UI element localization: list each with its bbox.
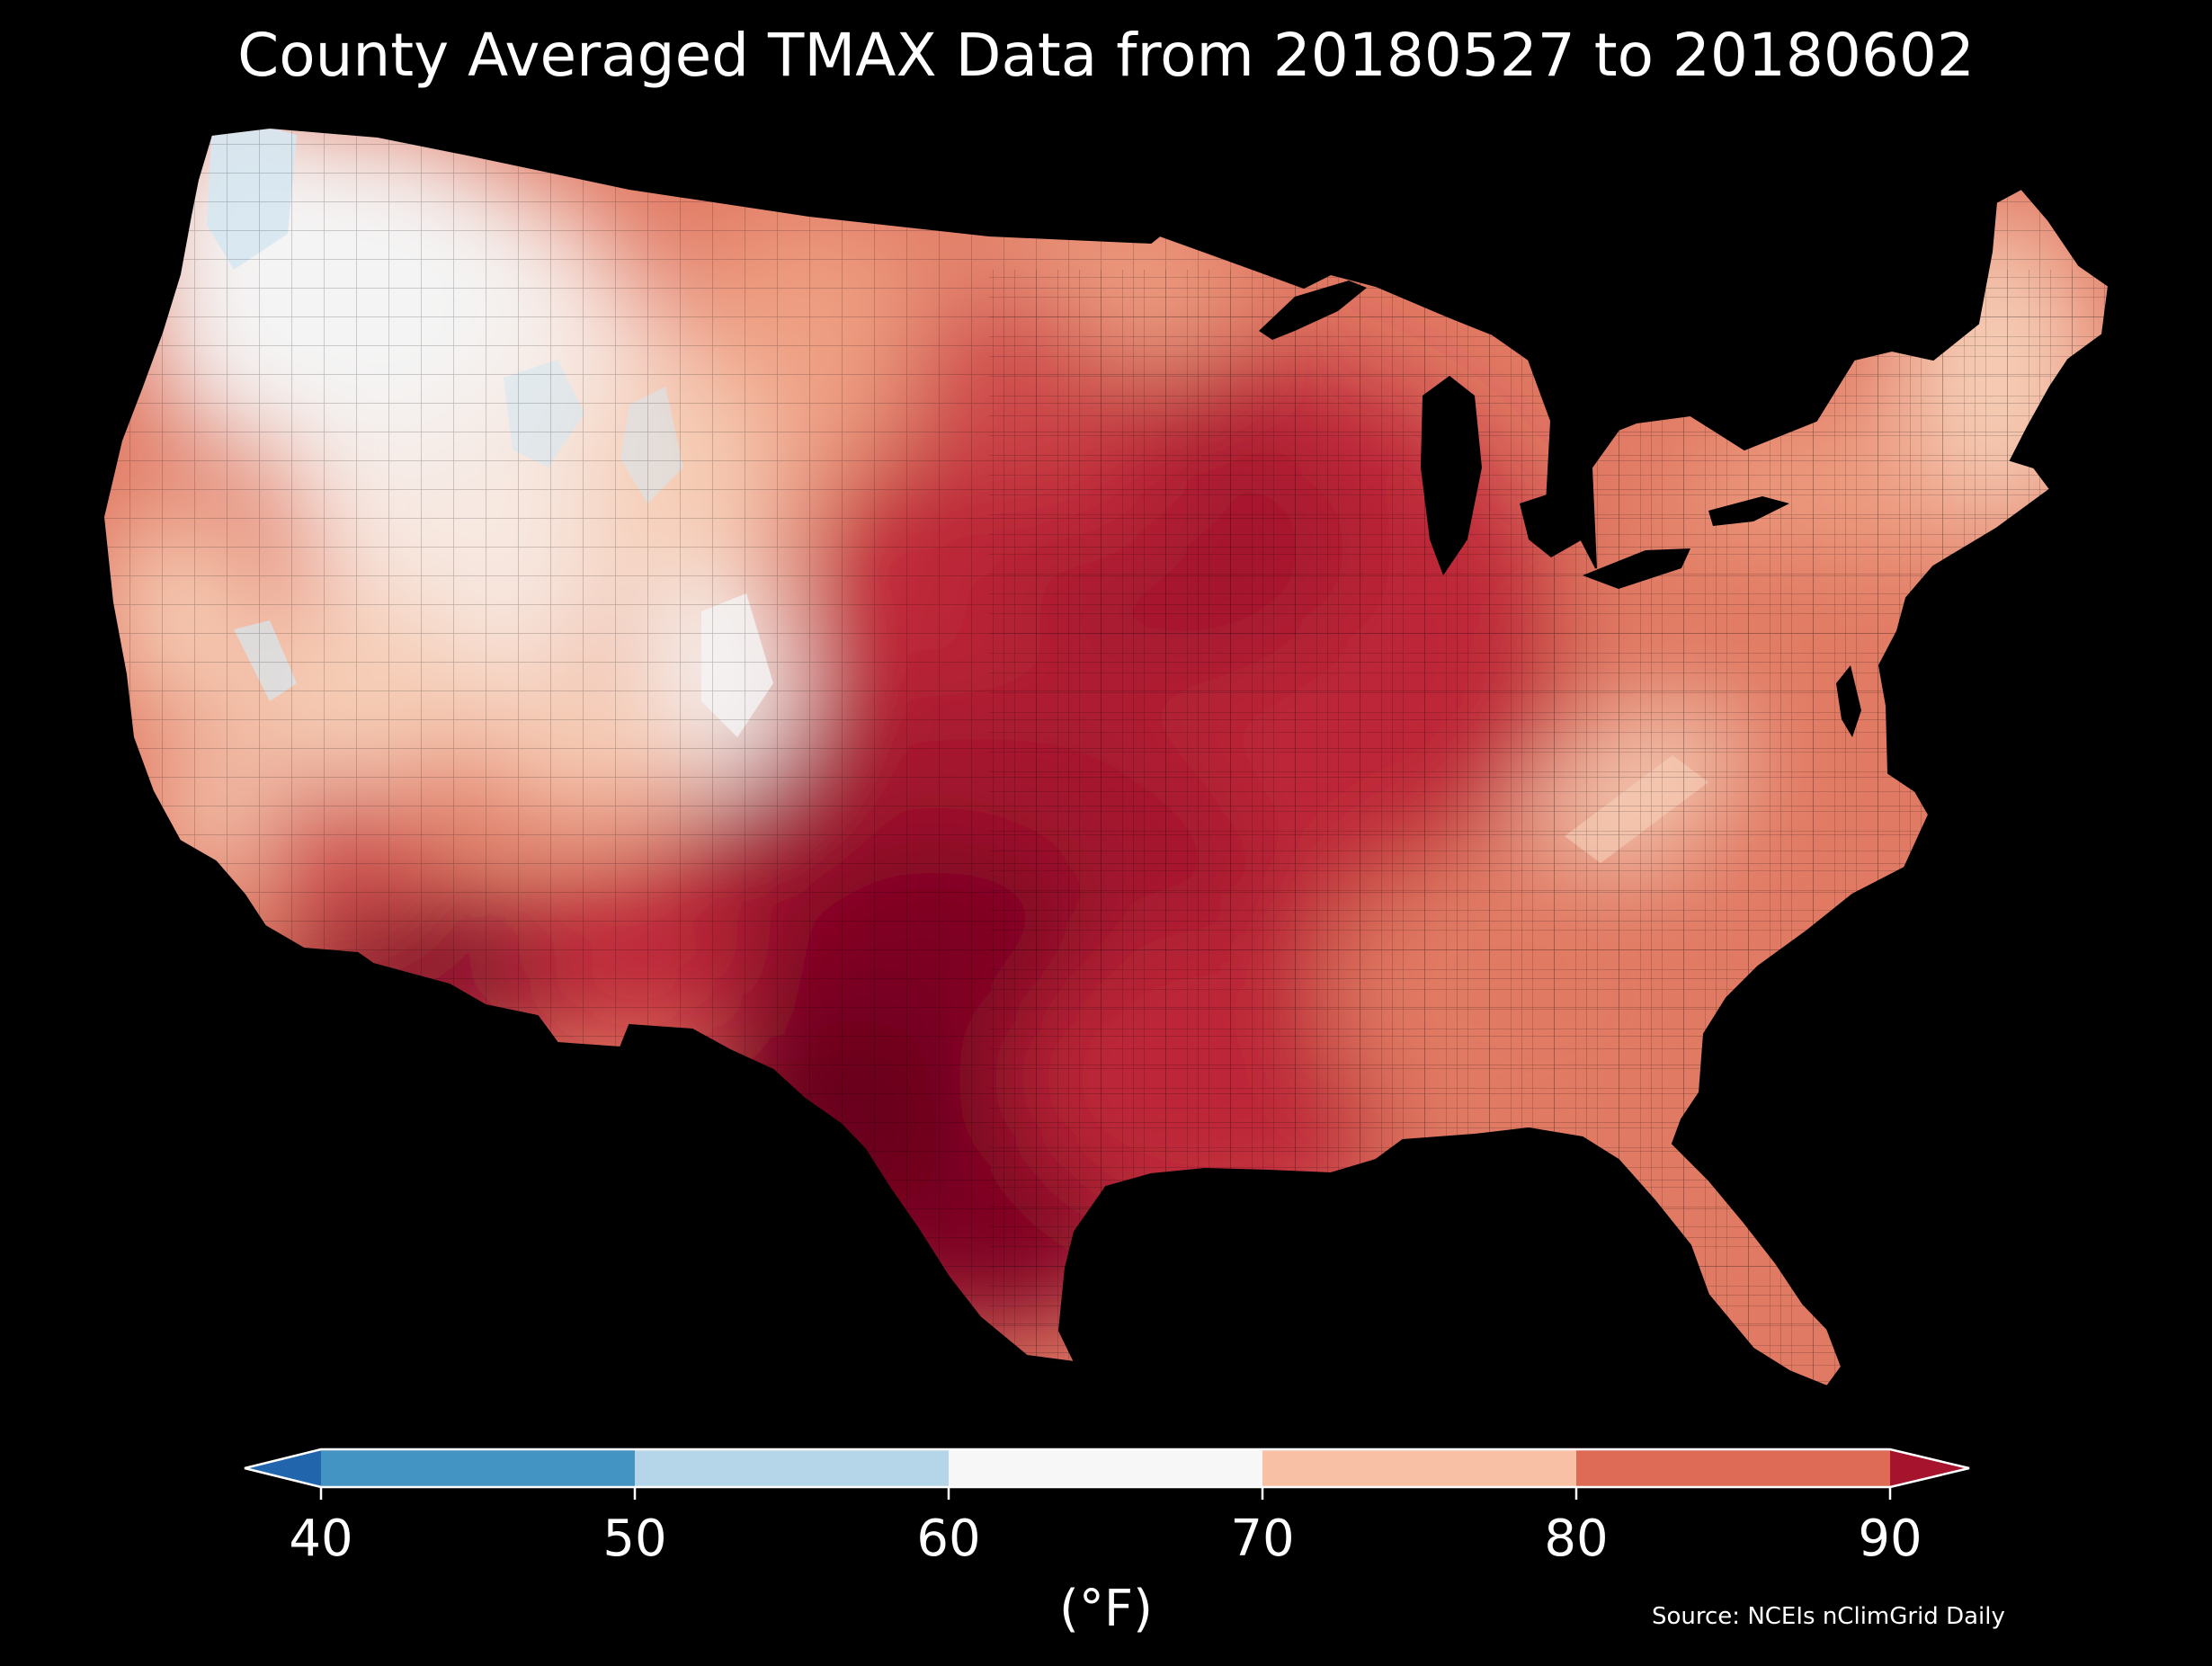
- colorbar-bin-40-50: [321, 1449, 635, 1487]
- colorbar-tick-label: 90: [1858, 1510, 1922, 1568]
- colorbar-extend-high: [1890, 1449, 1969, 1487]
- colorbar-extend-low: [245, 1449, 321, 1487]
- colorbar-units-label: (°F): [1059, 1580, 1153, 1638]
- map-title: County Averaged TMAX Data from 20180527 …: [237, 21, 1975, 90]
- colorbar-bin-50-60: [635, 1449, 949, 1487]
- lake-erie: [1583, 548, 1690, 589]
- colorbar-bin-70-80: [1262, 1449, 1576, 1487]
- colorbar-tick-label: 80: [1544, 1510, 1609, 1568]
- lake-michigan: [1421, 376, 1482, 575]
- county-grid-east: [989, 270, 2109, 1386]
- lake-huron: [1520, 487, 1592, 557]
- colorbar-tick-label: 60: [916, 1510, 981, 1568]
- colorbar-tick-label: 50: [602, 1510, 667, 1568]
- colorbar-tick-label: 70: [1230, 1510, 1295, 1568]
- lake-superior: [1259, 281, 1367, 340]
- colorbar-bin-60-70: [949, 1449, 1262, 1487]
- lake-ontario: [1708, 496, 1789, 526]
- us-outline: [102, 126, 2110, 1388]
- colorbar-tick-label: 40: [289, 1510, 353, 1568]
- great-lakes: [1259, 281, 1861, 737]
- colorbar: [244, 1448, 1970, 1500]
- chesapeake-bay: [1836, 665, 1861, 737]
- source-credit: Source: NCEIs nClimGrid Daily: [1652, 1603, 2005, 1630]
- colorbar-bin-80-90: [1576, 1449, 1890, 1487]
